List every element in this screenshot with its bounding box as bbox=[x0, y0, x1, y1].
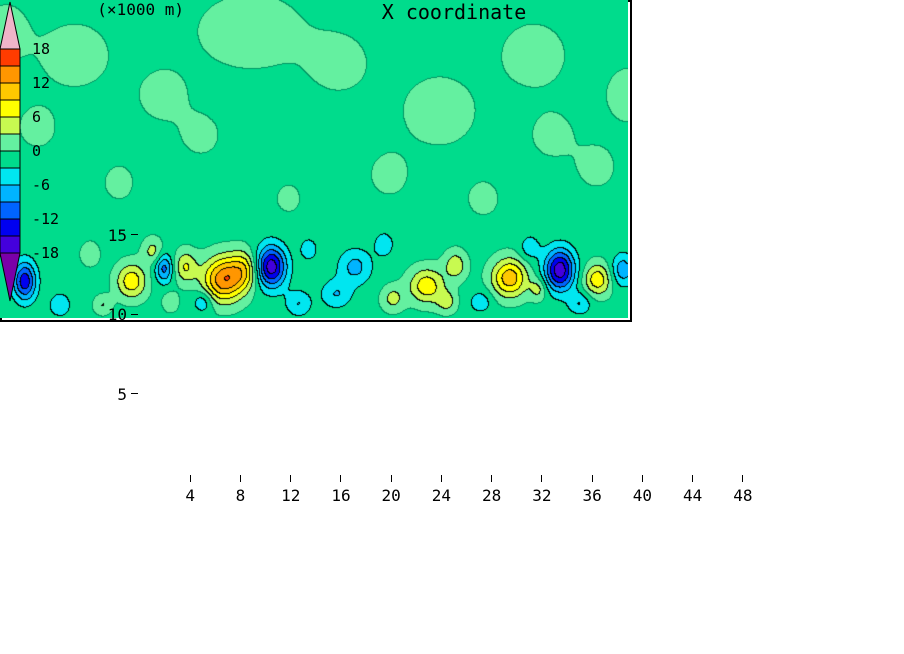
x-tick bbox=[742, 475, 744, 482]
colorbar-band bbox=[0, 167, 21, 186]
x-tick-label: 36 bbox=[582, 486, 602, 505]
x-tick bbox=[692, 475, 694, 482]
x-tick-label: 28 bbox=[482, 486, 502, 505]
x-axis-unit-label: (×1000 m) bbox=[97, 0, 184, 19]
x-tick-label: 16 bbox=[331, 486, 351, 505]
colorbar-top-arrow bbox=[0, 1, 21, 50]
colorbar-band bbox=[0, 82, 21, 101]
colorbar-tick-label: -12 bbox=[32, 210, 59, 228]
y-tick bbox=[131, 393, 138, 394]
x-tick bbox=[641, 475, 643, 482]
x-tick bbox=[189, 475, 191, 482]
colorbar: 18 12 6 0 -6 -12 -18 bbox=[0, 1, 59, 302]
colorbar-tick-label: 12 bbox=[32, 74, 50, 92]
x-tick-label: 44 bbox=[682, 486, 703, 505]
x-tick-label: 8 bbox=[235, 486, 246, 505]
x-tick-label: 32 bbox=[532, 486, 552, 505]
colorbar-band bbox=[0, 133, 21, 152]
x-tick bbox=[340, 475, 342, 482]
colorbar-band bbox=[0, 235, 21, 254]
x-tick bbox=[541, 475, 543, 482]
y-tick-label: 15 bbox=[107, 225, 127, 245]
x-tick bbox=[440, 475, 442, 482]
x-tick-label: 48 bbox=[733, 486, 753, 505]
y-tick bbox=[131, 234, 138, 235]
colorbar-tick-label: 0 bbox=[32, 142, 41, 160]
colorbar-band bbox=[0, 184, 21, 203]
colorbar-bottom-arrow bbox=[0, 252, 21, 302]
colorbar-band bbox=[0, 48, 21, 67]
colorbar-band bbox=[0, 150, 21, 169]
colorbar-tick-label: -18 bbox=[32, 244, 59, 262]
x-tick-label: 40 bbox=[632, 486, 653, 505]
colorbar-tick-label: 18 bbox=[32, 40, 50, 58]
x-tick bbox=[239, 475, 241, 482]
colorbar-band bbox=[0, 65, 21, 84]
y-tick-label: 5 bbox=[117, 384, 127, 404]
x-tick-label: 24 bbox=[431, 486, 452, 505]
x-tick bbox=[591, 475, 593, 482]
field-canvas bbox=[0, 0, 628, 318]
x-tick bbox=[290, 475, 292, 482]
colorbar-band bbox=[0, 218, 21, 237]
x-tick-label: 4 bbox=[185, 486, 196, 505]
colorbar-tick-label: 6 bbox=[32, 108, 41, 126]
y-tick-label: 10 bbox=[107, 305, 127, 324]
x-tick-label: 12 bbox=[281, 486, 301, 505]
x-tick-label: 20 bbox=[381, 486, 401, 505]
colorbar-tick-label: -6 bbox=[32, 176, 50, 194]
colorbar-band bbox=[0, 116, 21, 135]
x-axis-label: X coordinate bbox=[381, 0, 527, 24]
x-tick bbox=[390, 475, 392, 482]
y-tick bbox=[131, 313, 138, 315]
colorbar-band bbox=[0, 99, 21, 118]
x-tick bbox=[491, 475, 493, 482]
colorbar-band bbox=[0, 201, 21, 220]
